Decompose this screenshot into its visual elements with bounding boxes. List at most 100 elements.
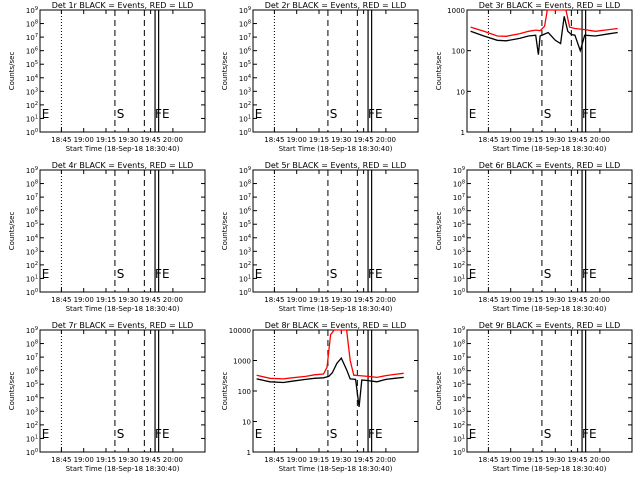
y-tick-label: 10	[456, 88, 465, 96]
x-tick-label: 19:15	[96, 456, 116, 464]
panel-title: Det 3r BLACK = Events, RED = LLD	[479, 1, 621, 10]
y-tick-label: 100	[239, 288, 251, 297]
x-tick-label: 18:45	[51, 296, 71, 304]
x-tick-label: 19:00	[287, 456, 307, 464]
y-tick-label: 106	[26, 47, 38, 56]
x-tick-label: 19:30	[331, 296, 351, 304]
y-tick-label: 104	[239, 234, 251, 243]
panel-det-4: Det 4r BLACK = Events, RED = LLD 100 101 10…	[8, 161, 206, 313]
x-tick-label: 19:45	[141, 296, 161, 304]
panel-title: Det 6r BLACK = Events, RED = LLD	[479, 161, 621, 170]
x-axis-label: Start Time (18-Sep-18 18:30:40)	[279, 145, 393, 153]
x-tick-label: 19:30	[331, 456, 351, 464]
y-tick-label: 104	[239, 74, 251, 83]
y-tick-label: 101	[26, 434, 38, 443]
x-tick-label: 19:00	[74, 296, 94, 304]
y-tick-label: 101	[26, 274, 38, 283]
event-mark-fe: FE	[368, 107, 382, 121]
y-tick-label: 101	[26, 114, 38, 123]
y-tick-label: 108	[26, 340, 38, 349]
y-tick-label: 105	[26, 220, 38, 229]
x-tick-label: 18:45	[264, 456, 284, 464]
y-tick-label: 106	[453, 207, 465, 216]
x-tick-label: 19:00	[287, 136, 307, 144]
event-mark-s: S	[117, 107, 125, 121]
event-mark-e: E	[42, 107, 50, 121]
event-mark-fe: FE	[582, 267, 596, 281]
plot-frame	[252, 9, 419, 133]
plot-frame	[39, 169, 206, 293]
y-tick-label: 10	[242, 419, 251, 427]
y-tick-label: 103	[26, 247, 38, 256]
x-tick-label: 20:00	[376, 136, 396, 144]
event-mark-e: E	[42, 267, 50, 281]
series-line-events	[470, 16, 618, 55]
panel-det-5: Det 5r BLACK = Events, RED = LLD 100 101 10…	[221, 161, 419, 313]
x-tick-label: 19:30	[545, 296, 565, 304]
y-tick-label: 102	[26, 421, 38, 430]
x-tick-label: 20:00	[590, 456, 610, 464]
y-tick-label: 107	[453, 353, 465, 362]
y-tick-label: 107	[26, 33, 38, 42]
x-tick-label: 19:30	[118, 296, 138, 304]
event-mark-e: E	[255, 267, 263, 281]
x-tick-label: 18:45	[264, 136, 284, 144]
x-tick-label: 20:00	[590, 296, 610, 304]
y-tick-label: 100	[239, 128, 251, 137]
y-tick-label: 103	[239, 87, 251, 96]
y-tick-label: 100	[26, 128, 38, 137]
panel-det-9: Det 9r BLACK = Events, RED = LLD 100 101 10…	[435, 321, 633, 473]
panel-title: Det 5r BLACK = Events, RED = LLD	[265, 161, 407, 170]
x-tick-label: 19:00	[74, 136, 94, 144]
y-axis-label: Counts/sec	[221, 212, 229, 251]
panel-title: Det 7r BLACK = Events, RED = LLD	[52, 321, 194, 330]
y-tick-label: 109	[26, 166, 38, 175]
y-tick-label: 102	[453, 261, 465, 270]
x-tick-label: 20:00	[376, 296, 396, 304]
y-tick-label: 101	[239, 274, 251, 283]
panel-title: Det 2r BLACK = Events, RED = LLD	[265, 1, 407, 10]
y-axis-label: Counts/sec	[221, 52, 229, 91]
event-mark-e: E	[42, 427, 50, 441]
x-tick-label: 19:00	[74, 456, 94, 464]
x-tick-label: 19:15	[96, 296, 116, 304]
y-tick-label: 109	[453, 166, 465, 175]
y-tick-label: 102	[239, 261, 251, 270]
x-tick-label: 18:45	[264, 296, 284, 304]
y-tick-label: 105	[26, 380, 38, 389]
y-tick-label: 101	[239, 114, 251, 123]
x-tick-label: 19:30	[118, 136, 138, 144]
x-tick-label: 19:15	[309, 456, 329, 464]
y-tick-label: 1000	[447, 7, 465, 15]
y-tick-label: 109	[26, 326, 38, 335]
event-mark-e: E	[255, 107, 263, 121]
y-tick-label: 101	[453, 434, 465, 443]
event-mark-fe: FE	[155, 107, 169, 121]
x-tick-label: 19:30	[118, 456, 138, 464]
event-mark-s: S	[544, 427, 552, 441]
y-tick-label: 100	[453, 288, 465, 297]
x-tick-label: 19:15	[96, 136, 116, 144]
series-line-events	[256, 356, 404, 407]
x-tick-label: 20:00	[163, 296, 183, 304]
y-tick-label: 105	[239, 220, 251, 229]
x-axis-label: Start Time (18-Sep-18 18:30:40)	[66, 305, 180, 313]
panel-title: Det 8r BLACK = Events, RED = LLD	[265, 321, 407, 330]
x-tick-label: 19:45	[141, 456, 161, 464]
y-tick-label: 104	[453, 234, 465, 243]
y-tick-label: 107	[26, 193, 38, 202]
event-mark-fe: FE	[368, 267, 382, 281]
y-tick-label: 105	[26, 60, 38, 69]
y-tick-label: 100	[452, 48, 465, 56]
x-tick-label: 19:45	[568, 136, 588, 144]
y-tick-label: 108	[453, 180, 465, 189]
event-mark-s: S	[330, 267, 338, 281]
y-tick-label: 109	[453, 326, 465, 335]
event-mark-e: E	[469, 427, 477, 441]
x-tick-label: 19:00	[287, 296, 307, 304]
event-mark-fe: FE	[368, 427, 382, 441]
x-tick-label: 19:15	[523, 456, 543, 464]
y-axis-label: Counts/sec	[8, 372, 16, 411]
y-tick-label: 106	[239, 47, 251, 56]
